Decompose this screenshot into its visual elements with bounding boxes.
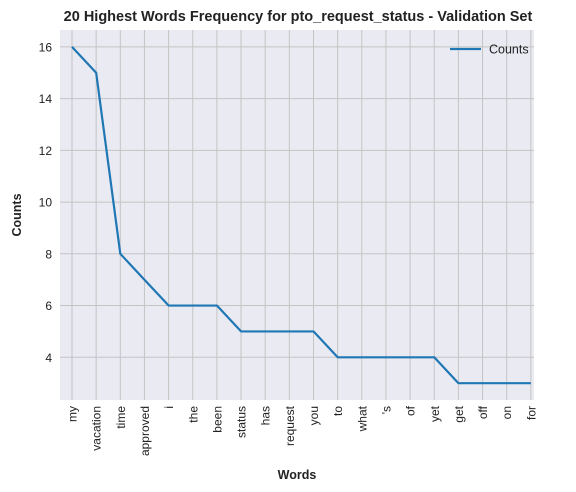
legend: Counts <box>450 43 529 57</box>
x-tick-label: i <box>162 406 176 409</box>
x-tick-label: you <box>307 406 321 425</box>
y-tick-label: 10 <box>39 196 53 210</box>
x-tick-label: get <box>452 405 466 422</box>
x-tick-label: for <box>524 406 538 420</box>
y-tick-label: 8 <box>45 247 52 261</box>
x-tick-label: to <box>331 406 345 416</box>
y-tick-label: 4 <box>45 351 52 365</box>
x-tick-label: off <box>476 405 490 419</box>
x-tick-label: request <box>283 405 297 446</box>
x-tick-label: yet <box>428 405 442 422</box>
y-tick-label: 14 <box>39 92 53 106</box>
x-tick-label: has <box>259 406 273 425</box>
legend-label-counts: Counts <box>489 43 529 57</box>
grid <box>60 30 534 400</box>
x-tick-label: status <box>235 406 249 438</box>
x-tick-label: what <box>355 405 369 432</box>
x-tick-label: approved <box>138 406 152 456</box>
plot-area <box>60 30 534 400</box>
y-tick-label: 6 <box>45 299 52 313</box>
x-tick-label: been <box>210 406 224 433</box>
y-axis-label: Counts <box>10 193 24 236</box>
x-tick-label: vacation <box>90 406 104 451</box>
x-tick-label: my <box>66 406 80 422</box>
x-tick-label: of <box>404 405 418 416</box>
x-tick-label: on <box>500 406 514 419</box>
y-tick-label: 12 <box>39 144 53 158</box>
x-ticks: my vacation time approved i the been status has r… <box>66 405 539 456</box>
y-tick-label: 16 <box>39 40 53 54</box>
x-tick-label: 's <box>379 406 393 414</box>
chart-title: 20 Highest Words Frequency for pto_reque… <box>64 9 533 25</box>
x-axis-label: Words <box>278 468 317 482</box>
x-tick-label: time <box>114 406 128 429</box>
x-tick-label: the <box>186 406 200 423</box>
series-line-counts <box>71 46 531 385</box>
y-ticks: 4 6 8 10 12 14 16 <box>39 40 53 364</box>
